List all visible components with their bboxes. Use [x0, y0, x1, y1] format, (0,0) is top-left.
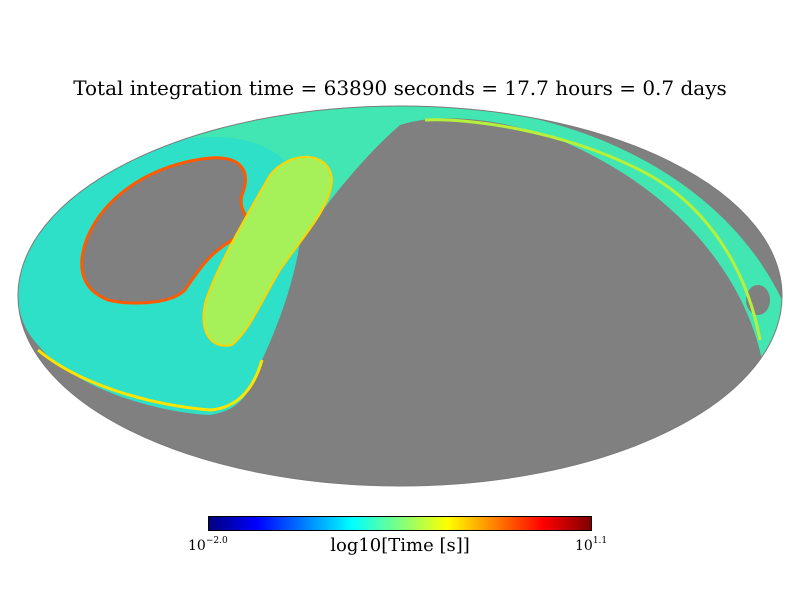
colorbar-min-label: 10−2.0: [188, 536, 228, 554]
colorbar-max-label: 101.1: [575, 536, 608, 554]
coverage-bottom-edge: [37, 348, 264, 412]
coverage-diagonal-tube: [202, 155, 334, 347]
colorbar-label: log10[Time [s]]: [330, 535, 470, 556]
colorbar: [208, 516, 592, 531]
plot-title: Total integration time = 63890 seconds =…: [73, 76, 727, 100]
sky-ellipse-outline: [17, 105, 783, 487]
coverage-top-edge: [424, 118, 762, 341]
coverage-layer: [18, 106, 782, 416]
